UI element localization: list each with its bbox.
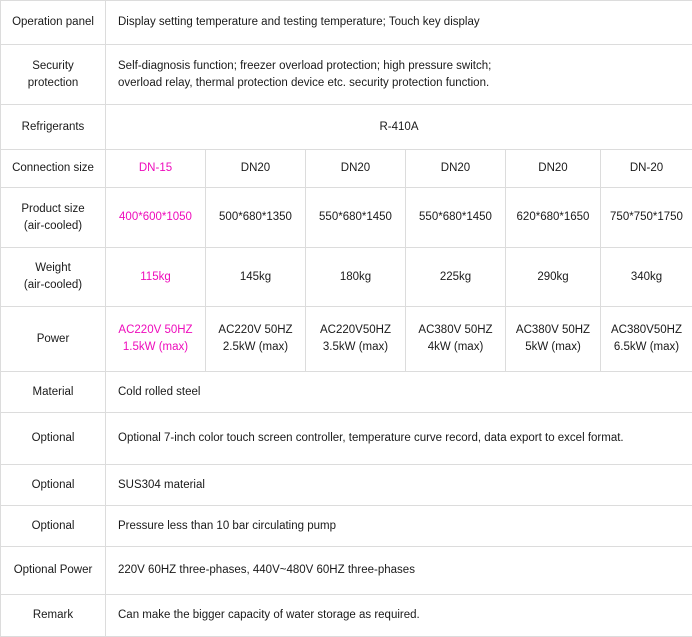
row-label-optional-material: Optional: [1, 465, 106, 506]
row-label-operation-panel: Operation panel: [1, 1, 106, 45]
row-label-connection-size: Connection size: [1, 150, 106, 188]
row-label-optional-power: Optional Power: [1, 547, 106, 595]
row-value-material: Cold rolled steel: [106, 372, 692, 413]
row-label-refrigerants: Refrigerants: [1, 105, 106, 150]
table-row-optional-pump: Optional Pressure less than 10 bar circu…: [1, 506, 692, 547]
table-row-optional-material: Optional SUS304 material: [1, 465, 692, 506]
table-row-connection-size: Connection size DN-15 DN20 DN20 DN20 DN2…: [1, 150, 692, 188]
weight-col6: 340kg: [601, 248, 692, 307]
power-col2: AC220V 50HZ 2.5kW (max): [206, 307, 306, 372]
row-value-security-protection: Self-diagnosis function; freezer overloa…: [106, 45, 692, 105]
table-row-operation-panel: Operation panel Display setting temperat…: [1, 1, 692, 45]
table-row-material: Material Cold rolled steel: [1, 372, 692, 413]
row-label-security-protection-line2: protection: [5, 75, 101, 92]
product-size-col2: 500*680*1350: [206, 188, 306, 248]
connection-size-col1: DN-15: [106, 150, 206, 188]
power-col1: AC220V 50HZ 1.5kW (max): [106, 307, 206, 372]
power-col4-line2: 4kW (max): [414, 339, 497, 356]
product-size-col4: 550*680*1450: [406, 188, 506, 248]
row-label-weight-line1: Weight: [5, 260, 101, 277]
product-size-col5: 620*680*1650: [506, 188, 601, 248]
power-col5-line2: 5kW (max): [514, 339, 592, 356]
row-label-product-size-line1: Product size: [5, 201, 101, 218]
table-row-remark: Remark Can make the bigger capacity of w…: [1, 595, 692, 637]
row-label-optional-controller: Optional: [1, 413, 106, 465]
connection-size-col5: DN20: [506, 150, 601, 188]
row-label-product-size-line2: (air-cooled): [5, 218, 101, 235]
power-col2-line2: 2.5kW (max): [214, 339, 297, 356]
connection-size-col6: DN-20: [601, 150, 692, 188]
weight-col5: 290kg: [506, 248, 601, 307]
product-size-col3: 550*680*1450: [306, 188, 406, 248]
weight-col4: 225kg: [406, 248, 506, 307]
product-size-col1: 400*600*1050: [106, 188, 206, 248]
power-col1-line2: 1.5kW (max): [114, 339, 197, 356]
power-col6-line1: AC380V50HZ: [609, 322, 684, 339]
security-protection-line2: overload relay, thermal protection devic…: [118, 75, 684, 92]
row-label-product-size: Product size (air-cooled): [1, 188, 106, 248]
row-value-optional-pump: Pressure less than 10 bar circulating pu…: [106, 506, 692, 547]
connection-size-col2: DN20: [206, 150, 306, 188]
weight-col2: 145kg: [206, 248, 306, 307]
row-label-security-protection-line1: Security: [5, 58, 101, 75]
weight-col3: 180kg: [306, 248, 406, 307]
row-value-operation-panel: Display setting temperature and testing …: [106, 1, 692, 45]
weight-col1: 115kg: [106, 248, 206, 307]
table-row-security-protection: Security protection Self-diagnosis funct…: [1, 45, 692, 105]
power-col1-line1: AC220V 50HZ: [114, 322, 197, 339]
row-label-remark: Remark: [1, 595, 106, 637]
row-value-optional-power: 220V 60HZ three-phases, 440V~480V 60HZ t…: [106, 547, 692, 595]
power-col4: AC380V 50HZ 4kW (max): [406, 307, 506, 372]
security-protection-line1: Self-diagnosis function; freezer overloa…: [118, 58, 684, 75]
row-label-material: Material: [1, 372, 106, 413]
row-label-power: Power: [1, 307, 106, 372]
row-value-remark: Can make the bigger capacity of water st…: [106, 595, 692, 637]
row-label-weight-line2: (air-cooled): [5, 277, 101, 294]
power-col6-line2: 6.5kW (max): [609, 339, 684, 356]
table-row-power: Power AC220V 50HZ 1.5kW (max) AC220V 50H…: [1, 307, 692, 372]
power-col5: AC380V 50HZ 5kW (max): [506, 307, 601, 372]
power-col3: AC220V50HZ 3.5kW (max): [306, 307, 406, 372]
table-row-product-size: Product size (air-cooled) 400*600*1050 5…: [1, 188, 692, 248]
connection-size-col4: DN20: [406, 150, 506, 188]
table-row-optional-controller: Optional Optional 7-inch color touch scr…: [1, 413, 692, 465]
table-row-refrigerants: Refrigerants R-410A: [1, 105, 692, 150]
table-row-weight: Weight (air-cooled) 115kg 145kg 180kg 22…: [1, 248, 692, 307]
power-col3-line1: AC220V50HZ: [314, 322, 397, 339]
table-row-optional-power: Optional Power 220V 60HZ three-phases, 4…: [1, 547, 692, 595]
power-col6: AC380V50HZ 6.5kW (max): [601, 307, 692, 372]
row-label-optional-pump: Optional: [1, 506, 106, 547]
power-col4-line1: AC380V 50HZ: [414, 322, 497, 339]
power-col2-line1: AC220V 50HZ: [214, 322, 297, 339]
product-size-col6: 750*750*1750: [601, 188, 692, 248]
connection-size-col3: DN20: [306, 150, 406, 188]
row-value-optional-material: SUS304 material: [106, 465, 692, 506]
power-col3-line2: 3.5kW (max): [314, 339, 397, 356]
power-col5-line1: AC380V 50HZ: [514, 322, 592, 339]
row-value-optional-controller: Optional 7-inch color touch screen contr…: [106, 413, 692, 465]
row-value-refrigerants: R-410A: [106, 105, 692, 150]
row-label-weight: Weight (air-cooled): [1, 248, 106, 307]
row-label-security-protection: Security protection: [1, 45, 106, 105]
